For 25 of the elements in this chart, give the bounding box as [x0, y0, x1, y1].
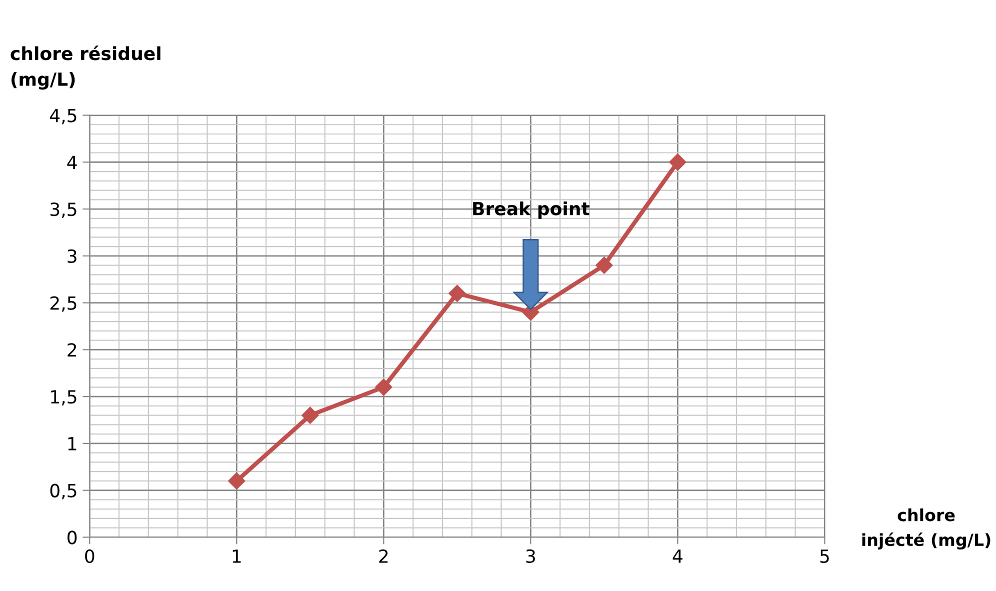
annotation: Break point	[473, 201, 590, 219]
x-tick-label: 4	[672, 550, 682, 563]
y-tick-label: 0	[68, 530, 77, 544]
y-tick-label: 4	[67, 156, 77, 169]
y-tick-label: 4,5	[50, 108, 76, 124]
x-tick-label: 1	[232, 550, 241, 563]
y-tick-label: 1	[68, 437, 76, 450]
y-tick-label: 3,5	[50, 202, 76, 218]
point	[375, 378, 392, 396]
x-tick-label: 0	[85, 549, 94, 563]
y-tick-label: 2,5	[50, 296, 76, 312]
x-axis-title: chlore injécté (mg/L)	[862, 508, 990, 550]
x-tick-label: 2	[379, 549, 388, 563]
point	[669, 154, 686, 171]
x-tick-label: 5	[820, 550, 829, 563]
point	[302, 406, 319, 424]
y-tick-label: 0,5	[50, 484, 76, 500]
point	[596, 256, 613, 274]
point	[228, 472, 246, 490]
point	[448, 284, 466, 302]
y-tick-label: 3	[68, 249, 76, 264]
x-tick-label: 3	[526, 549, 535, 563]
y-axis-title: chlore résiduel (mg/L)	[10, 46, 160, 90]
y-tick-label: 2	[68, 343, 76, 357]
y-tick-label: 1,5	[51, 390, 76, 406]
